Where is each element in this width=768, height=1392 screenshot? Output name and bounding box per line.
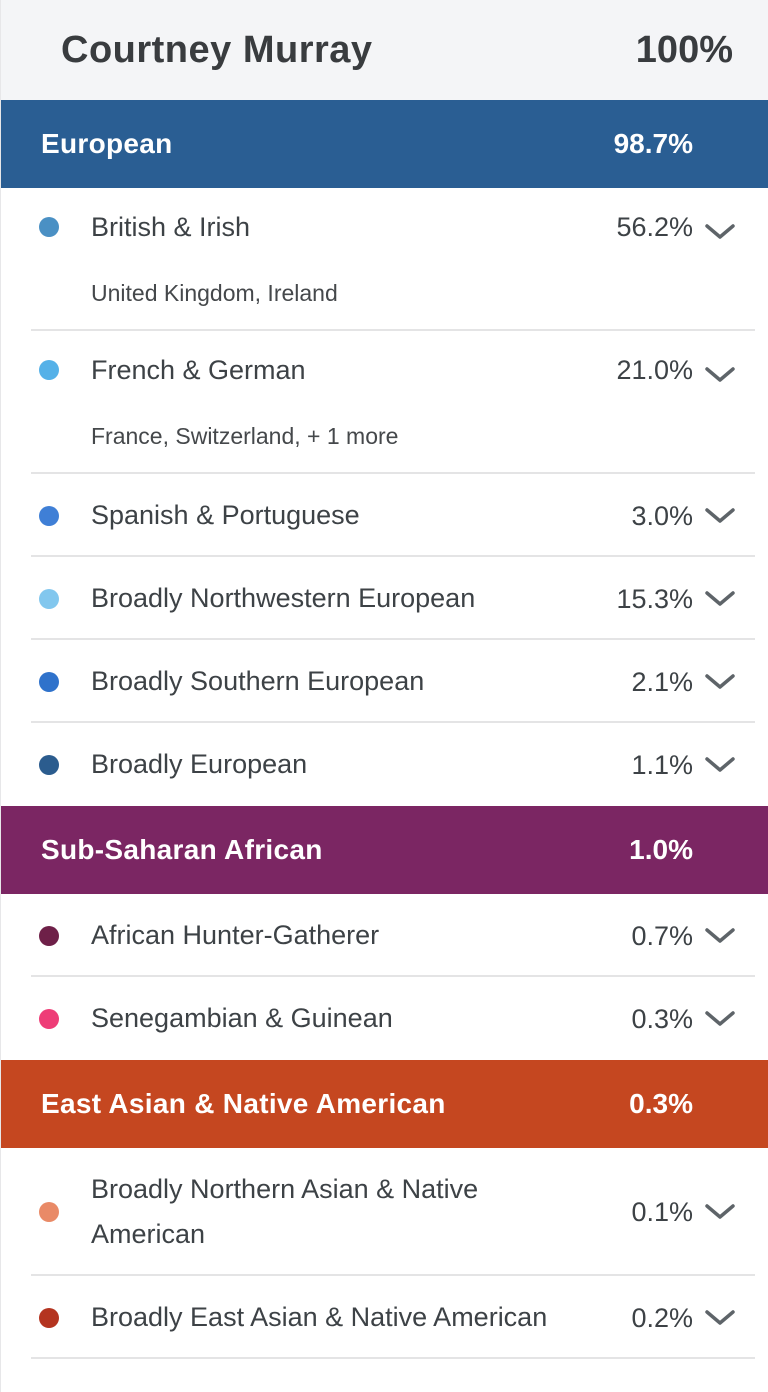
ancestry-label: Broadly European [91,749,308,779]
section-percent: 98.7% [613,128,693,159]
ancestry-row-right: 0.7% [631,919,735,953]
ancestry-percent: 0.7% [631,920,693,951]
ancestry-row-text: Broadly Northern Asian & Native American [91,1167,631,1257]
composition-list: European 98.7% British & Irish United Ki… [1,100,768,1359]
ancestry-dot [39,1202,59,1222]
ancestry-percent: 0.1% [631,1197,693,1227]
ancestry-label: African Hunter-Gatherer [91,920,380,950]
report-header: Courtney Murray 100% [1,0,768,100]
chevron-down-icon [705,366,735,382]
chevron-down-icon [705,590,735,606]
ancestry-row-text: Broadly European [91,742,631,787]
ancestry-label: French & German [91,355,306,385]
ancestry-dot [39,360,59,380]
ancestry-sublabel: France, Switzerland, + 1 more [91,423,399,449]
ancestry-label: Broadly Southern European [91,666,425,696]
ancestry-row-text: British & Irish United Kingdom, Ireland [91,210,616,306]
ancestry-row[interactable]: Senegambian & Guinean 0.3% [1,977,768,1060]
ancestry-section: East Asian & Native American 0.3% Broadl… [1,1060,768,1359]
ancestry-percent: 21.0% [616,355,693,385]
ancestry-row-right: 0.3% [631,1002,735,1036]
section-bar: European 98.7% [1,100,768,188]
chevron-down-icon [705,1204,735,1219]
ancestry-section: European 98.7% British & Irish United Ki… [1,100,768,806]
section-rows: Broadly Northern Asian & Native American… [1,1148,768,1359]
ancestry-row[interactable]: Broadly Southern European 2.1% [1,640,768,723]
chevron-down-icon [705,1309,735,1325]
section-percent: 0.3% [629,1088,693,1119]
chevron-down-icon [705,927,735,943]
section-label: East Asian & Native American [41,1088,446,1119]
person-name: Courtney Murray [61,28,373,71]
section-percent: 1.0% [629,834,693,865]
section-bar: East Asian & Native American 0.3% [1,1060,768,1148]
chevron-down-icon [705,1010,735,1026]
ancestry-dot [39,754,59,775]
ancestry-row-right: 0.2% [631,1301,735,1335]
ancestry-row[interactable]: British & Irish United Kingdom, Ireland … [1,188,768,331]
ancestry-dot [39,1008,59,1029]
ancestry-row[interactable]: Broadly East Asian & Native American 0.2… [1,1276,768,1359]
ancestry-dot [39,217,59,237]
ancestry-row[interactable]: Spanish & Portuguese 3.0% [1,474,768,557]
ancestry-percent: 1.1% [631,749,693,780]
ancestry-row[interactable]: French & German France, Switzerland, + 1… [1,331,768,474]
ancestry-row-text: Broadly Southern European [91,659,631,704]
chevron-down-icon [705,673,735,689]
ancestry-dot [39,505,59,526]
ancestry-percent: 0.2% [631,1302,693,1333]
ancestry-label: Senegambian & Guinean [91,1003,393,1033]
ancestry-percent: 56.2% [616,212,693,242]
ancestry-row-right: 1.1% [631,748,735,782]
ancestry-row-right: 3.0% [631,499,735,533]
ancestry-row-text: Broadly Northwestern European [91,576,616,621]
chevron-down-icon [705,756,735,772]
ancestry-dot [39,1307,59,1328]
ancestry-label: British & Irish [91,212,251,242]
ancestry-row[interactable]: African Hunter-Gatherer 0.7% [1,894,768,977]
section-label: Sub-Saharan African [41,834,323,865]
ancestry-dot [39,925,59,946]
ancestry-label: Spanish & Portuguese [91,500,360,530]
total-percent: 100% [635,28,733,71]
ancestry-row-text: Senegambian & Guinean [91,996,631,1041]
ancestry-row-right: 2.1% [631,665,735,699]
ancestry-label: Broadly Northern Asian & Native American [91,1174,479,1249]
chevron-down-icon [705,223,735,239]
ancestry-row[interactable]: Broadly Northwestern European 15.3% [1,557,768,640]
ancestry-row-text: Broadly East Asian & Native American [91,1295,631,1340]
ancestry-row-right: 15.3% [616,582,735,616]
ancestry-sublabel: United Kingdom, Ireland [91,280,338,306]
ancestry-row-text: French & German France, Switzerland, + 1… [91,353,616,449]
section-rows: British & Irish United Kingdom, Ireland … [1,188,768,806]
ancestry-percent: 15.3% [616,583,693,614]
ancestry-dot [39,588,59,609]
ancestry-row-right: 0.1% [631,1195,735,1229]
ancestry-percent: 0.3% [631,1003,693,1034]
ancestry-section: Sub-Saharan African 1.0% African Hunter-… [1,806,768,1060]
section-rows: African Hunter-Gatherer 0.7% Senegambian… [1,894,768,1060]
ancestry-percent: 2.1% [631,666,693,697]
ancestry-dot [39,671,59,692]
ancestry-row-text: Spanish & Portuguese [91,493,631,538]
ancestry-percent: 3.0% [631,500,693,531]
section-bar: Sub-Saharan African 1.0% [1,806,768,894]
ancestry-label: Broadly East Asian & Native American [91,1302,548,1332]
ancestry-row[interactable]: Broadly Northern Asian & Native American… [1,1148,768,1276]
ancestry-row[interactable]: Broadly European 1.1% [1,723,768,806]
section-label: European [41,128,173,159]
chevron-down-icon [705,507,735,523]
ancestry-row-right: 56.2% [616,210,735,244]
ancestry-row-text: African Hunter-Gatherer [91,913,631,958]
ancestry-row-right: 21.0% [616,353,735,387]
ancestry-label: Broadly Northwestern European [91,583,476,613]
